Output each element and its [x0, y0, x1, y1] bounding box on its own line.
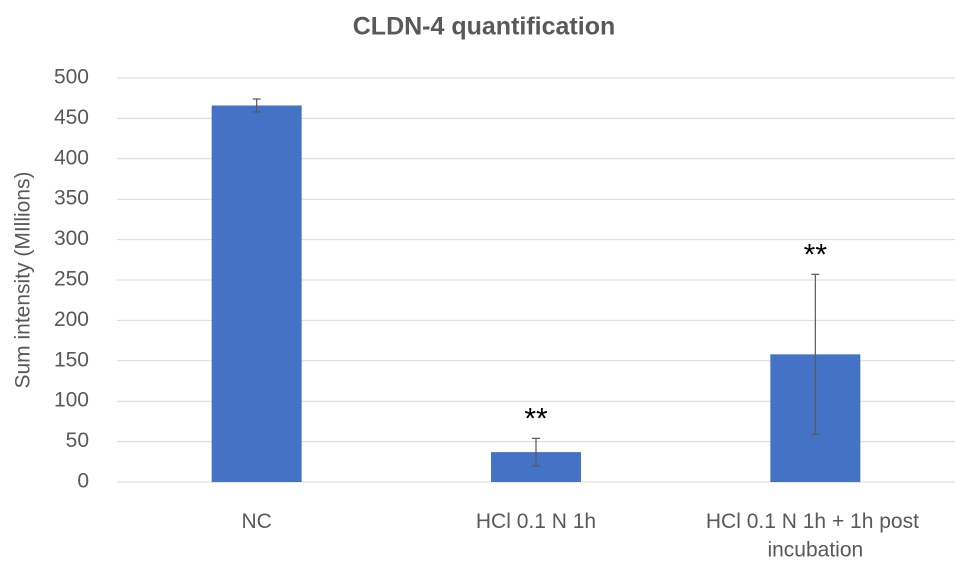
chart-title: CLDN-4 quantification — [353, 13, 616, 41]
y-tick-label: 500 — [54, 66, 89, 89]
y-tick-label: 300 — [54, 227, 89, 250]
annotation: ** — [804, 238, 828, 271]
annotation: ** — [524, 402, 548, 435]
y-tick-label: 0 — [77, 470, 89, 493]
y-tick-label: 100 — [54, 389, 89, 412]
x-tick-label: HCl 0.1 N 1h — [476, 510, 596, 533]
y-tick-label: 350 — [54, 187, 89, 210]
y-tick-label: 400 — [54, 146, 89, 169]
y-tick-label: 200 — [54, 308, 89, 331]
y-tick-label: 450 — [54, 106, 89, 129]
bar — [211, 105, 302, 483]
y-axis-label: Sum intensity (MIllions) — [12, 171, 35, 388]
y-tick-label: 50 — [66, 429, 89, 452]
x-tick-label: HCl 0.1 N 1h + 1h post incubation — [706, 510, 925, 561]
y-tick-label: 150 — [54, 348, 89, 371]
x-tick-label: NC — [241, 510, 271, 533]
y-tick-label: 250 — [54, 268, 89, 291]
